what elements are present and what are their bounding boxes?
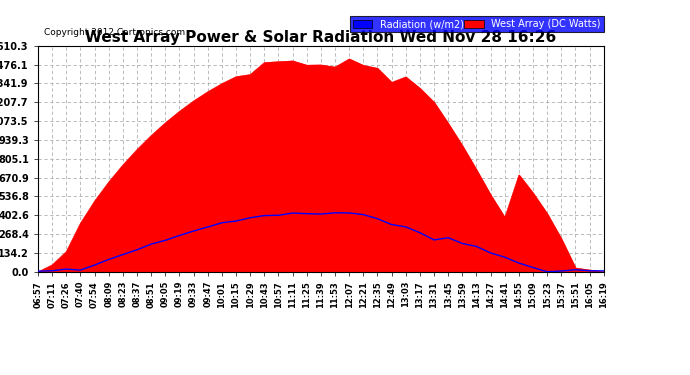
Text: Copyright 2012 Cartronics.com: Copyright 2012 Cartronics.com [43,28,185,37]
Legend: Radiation (w/m2), West Array (DC Watts): Radiation (w/m2), West Array (DC Watts) [350,16,604,32]
Title: West Array Power & Solar Radiation Wed Nov 28 16:26: West Array Power & Solar Radiation Wed N… [86,30,556,45]
